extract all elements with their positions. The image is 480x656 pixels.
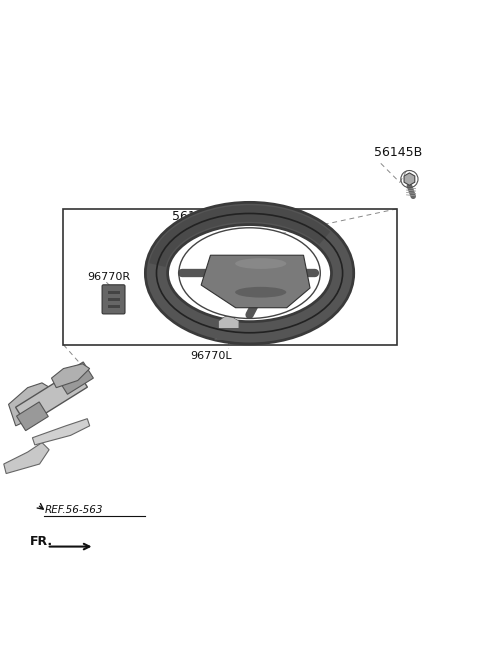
- Text: 96770L: 96770L: [191, 352, 232, 361]
- Text: FR.: FR.: [30, 535, 53, 548]
- Polygon shape: [9, 383, 54, 426]
- Polygon shape: [215, 317, 241, 339]
- Polygon shape: [15, 369, 87, 425]
- Polygon shape: [33, 419, 90, 445]
- Bar: [108, 298, 120, 301]
- Ellipse shape: [179, 228, 320, 318]
- Polygon shape: [219, 317, 239, 328]
- Polygon shape: [4, 443, 49, 474]
- Bar: [108, 305, 120, 308]
- Ellipse shape: [235, 287, 286, 298]
- Text: 56110: 56110: [172, 210, 212, 223]
- Bar: [108, 291, 120, 294]
- Bar: [63, 209, 397, 344]
- Ellipse shape: [235, 258, 286, 269]
- Polygon shape: [201, 255, 310, 308]
- Polygon shape: [57, 362, 94, 394]
- Text: 56145B: 56145B: [373, 146, 422, 159]
- Text: REF.56-563: REF.56-563: [44, 505, 103, 515]
- Polygon shape: [51, 364, 90, 388]
- FancyBboxPatch shape: [102, 285, 125, 314]
- Polygon shape: [16, 402, 48, 430]
- Polygon shape: [404, 173, 415, 185]
- Text: 96770R: 96770R: [87, 272, 131, 282]
